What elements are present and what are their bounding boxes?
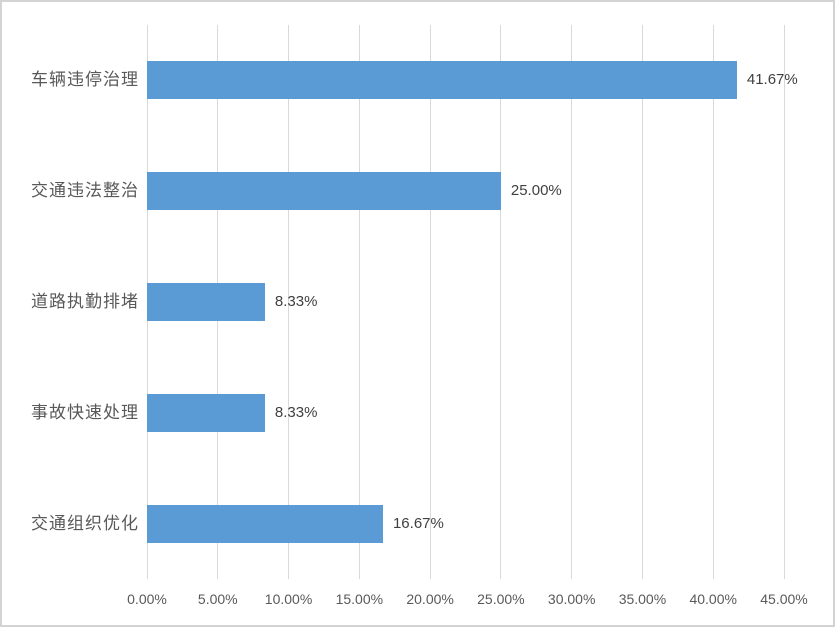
bar-3[interactable] <box>147 283 265 321</box>
x-axis-tick-label: 25.00% <box>477 591 525 607</box>
x-axis-tick-label: 0.00% <box>127 591 167 607</box>
x-axis-tick-label: 40.00% <box>689 591 737 607</box>
gridline <box>712 25 714 579</box>
bar-value-label: 8.33% <box>274 293 318 310</box>
x-axis-tick-label: 20.00% <box>406 591 454 607</box>
gridline <box>783 25 785 579</box>
category-label: 事故快速处理 <box>31 402 139 422</box>
x-axis-tick-label: 5.00% <box>197 591 238 607</box>
gridline <box>288 25 290 579</box>
x-axis-tick-label: 10.00% <box>264 591 313 607</box>
bar-1[interactable] <box>147 61 737 100</box>
bar-value-label: 16.67% <box>392 514 444 532</box>
category-label: 交通组织优化 <box>31 513 139 533</box>
bar-value-label: 25.00% <box>510 182 562 200</box>
gridline <box>641 25 643 579</box>
bar-2[interactable] <box>147 172 501 211</box>
gridline <box>500 25 502 579</box>
bar-value-label: 41.67% <box>746 71 798 89</box>
x-axis-tick-label: 15.00% <box>335 591 384 607</box>
category-label: 道路执勤排堵 <box>31 292 139 311</box>
gridline <box>429 25 431 579</box>
category-label: 车辆违停治理 <box>31 70 139 90</box>
gridline <box>358 25 360 579</box>
gridline <box>571 25 573 579</box>
category-label: 交通违法整治 <box>31 181 139 201</box>
plot-area: 41.67% 25.00% 8.33% 8.33% 16.67% <box>146 25 798 579</box>
x-axis-tick-label: 35.00% <box>618 591 667 607</box>
bar-value-label: 8.33% <box>274 403 318 421</box>
bar-4[interactable] <box>147 393 265 432</box>
x-axis-tick-label: 30.00% <box>547 591 596 607</box>
x-axis-tick-label: 45.00% <box>760 591 808 607</box>
bar-5[interactable] <box>147 504 383 543</box>
